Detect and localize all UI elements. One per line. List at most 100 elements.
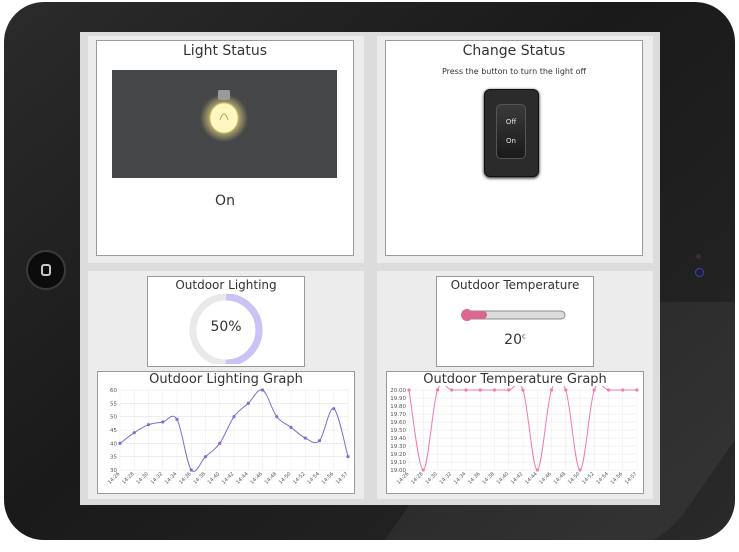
lighting-xtick-label: 14:57	[335, 471, 349, 485]
lighting-data-point[interactable]	[261, 388, 264, 391]
lighting-data-point[interactable]	[232, 415, 235, 418]
temperature-xtick-label: 14:42	[510, 471, 524, 485]
thermometer-icon	[459, 307, 569, 323]
lighting-data-point[interactable]	[118, 442, 121, 445]
lighting-xtick-label: 14:40	[207, 471, 221, 485]
temperature-xtick-label: 14:34	[453, 471, 467, 485]
outdoor-temperature-card: Outdoor Temperature 20c	[436, 276, 594, 367]
light-status-panel: Light Status On	[88, 36, 364, 263]
lighting-ytick-label: 45	[110, 428, 117, 434]
temperature-xtick-label: 14:44	[524, 471, 538, 485]
temperature-data-point[interactable]	[621, 388, 624, 391]
temperature-data-point[interactable]	[536, 468, 539, 471]
lighting-xtick-label: 14:30	[135, 471, 149, 485]
temperature-xtick-label: 14:28	[410, 471, 424, 485]
temperature-xtick-label: 14:57	[624, 471, 638, 485]
temperature-ytick-label: 19.80	[390, 404, 406, 410]
temperature-xtick-label: 14:56	[610, 471, 624, 485]
temperature-data-point[interactable]	[607, 388, 610, 391]
bulb-display	[112, 70, 337, 178]
temperature-data-point[interactable]	[635, 388, 638, 391]
temperature-xtick-label: 14:48	[553, 471, 567, 485]
temperature-ytick-label: 19.90	[390, 396, 406, 402]
outdoor-lighting-card: Outdoor Lighting 50%	[147, 276, 305, 367]
lighting-xtick-label: 14:34	[164, 471, 178, 485]
temperature-ytick-label: 19.70	[390, 412, 406, 418]
temperature-ytick-label: 19.20	[390, 452, 406, 458]
temperature-data-point[interactable]	[436, 388, 439, 391]
lighting-xtick-label: 14:56	[321, 471, 335, 485]
light-toggle-switch[interactable]: Off On	[484, 89, 539, 177]
home-button[interactable]	[26, 250, 66, 290]
change-status-title: Change Status	[386, 43, 642, 59]
lighting-xtick-label: 14:42	[221, 471, 235, 485]
switch-off-label: Off	[497, 118, 525, 126]
temperature-data-point[interactable]	[564, 388, 567, 391]
lighting-data-point[interactable]	[133, 431, 136, 434]
temperature-data-point[interactable]	[593, 388, 596, 391]
outdoor-temperature-title: Outdoor Temperature	[437, 278, 593, 292]
lighting-data-point[interactable]	[161, 420, 164, 423]
lighting-data-point[interactable]	[204, 455, 207, 458]
lighting-data-point[interactable]	[346, 455, 349, 458]
temperature-data-point[interactable]	[521, 388, 524, 391]
home-square-icon	[41, 264, 51, 276]
lighting-data-point[interactable]	[218, 442, 221, 445]
camera-lens	[695, 268, 704, 277]
temperature-data-point[interactable]	[578, 468, 581, 471]
temperature-xtick-label: 14:54	[595, 471, 609, 485]
temperature-graph-title: Outdoor Temperature Graph	[387, 372, 643, 387]
lighting-data-point[interactable]	[318, 439, 321, 442]
lighting-xtick-label: 14:44	[235, 471, 249, 485]
temperature-data-point[interactable]	[493, 388, 496, 391]
lighting-xtick-label: 14:54	[306, 471, 320, 485]
lighting-graph-title: Outdoor Lighting Graph	[98, 372, 354, 387]
lighting-graph-card: Outdoor Lighting Graph 30 35 40 45 50 55 60 14:…	[97, 371, 355, 494]
lighting-ytick-label: 40	[110, 441, 117, 447]
change-status-instruction: Press the button to turn the light off	[386, 67, 642, 76]
lighting-xtick-label: 14:32	[150, 471, 164, 485]
temperature-ytick-label: 19.60	[390, 420, 406, 426]
lighting-xtick-label: 14:46	[249, 471, 263, 485]
temperature-ytick-label: 20.00	[390, 388, 406, 394]
temperature-line-chart: 19.0019.1019.2019.3019.4019.5019.6019.70…	[387, 386, 643, 494]
outdoor-temperature-panel: Outdoor Temperature 20c Outdoor Temperat…	[377, 271, 653, 499]
outdoor-lighting-value: 50%	[148, 319, 304, 335]
temperature-data-point[interactable]	[464, 388, 467, 391]
lighting-ytick-label: 55	[110, 401, 117, 407]
lighting-ytick-label: 50	[110, 415, 117, 421]
outdoor-lighting-panel: Outdoor Lighting 50% Outdoor Lighting Gr…	[88, 271, 364, 499]
temperature-data-point[interactable]	[479, 388, 482, 391]
lighting-data-point[interactable]	[190, 468, 193, 471]
temperature-xtick-label: 14:38	[481, 471, 495, 485]
lighting-data-point[interactable]	[275, 415, 278, 418]
lighting-xtick-label: 14:38	[192, 471, 206, 485]
lighting-data-point[interactable]	[147, 423, 150, 426]
lighting-data-point[interactable]	[247, 402, 250, 405]
temperature-data-point[interactable]	[422, 468, 425, 471]
outdoor-lighting-title: Outdoor Lighting	[148, 278, 304, 292]
temperature-data-point[interactable]	[550, 388, 553, 391]
lighting-data-point[interactable]	[289, 426, 292, 429]
temperature-graph-card: Outdoor Temperature Graph 19.00 19.10 19.2…	[386, 371, 644, 494]
lighting-xtick-label: 14:52	[292, 471, 306, 485]
temperature-xtick-label: 14:30	[424, 471, 438, 485]
light-state-value: On	[97, 193, 353, 209]
lighting-data-point[interactable]	[332, 407, 335, 410]
lighting-data-point[interactable]	[175, 418, 178, 421]
temperature-ytick-label: 19.10	[390, 460, 406, 466]
lighting-ytick-label: 35	[110, 455, 117, 461]
switch-rocker: Off On	[496, 104, 526, 159]
temperature-xtick-label: 14:50	[567, 471, 581, 485]
switch-on-label: On	[497, 137, 525, 145]
temperature-data-point[interactable]	[450, 388, 453, 391]
lighting-xtick-label: 14:48	[264, 471, 278, 485]
sensor-dot	[696, 254, 701, 259]
lighting-xtick-label: 14:50	[278, 471, 292, 485]
temperature-ytick-label: 19.50	[390, 428, 406, 434]
temperature-data-point[interactable]	[407, 388, 410, 391]
lighting-data-point[interactable]	[304, 436, 307, 439]
temperature-data-point[interactable]	[507, 388, 510, 391]
light-status-card: Light Status On	[96, 40, 354, 256]
